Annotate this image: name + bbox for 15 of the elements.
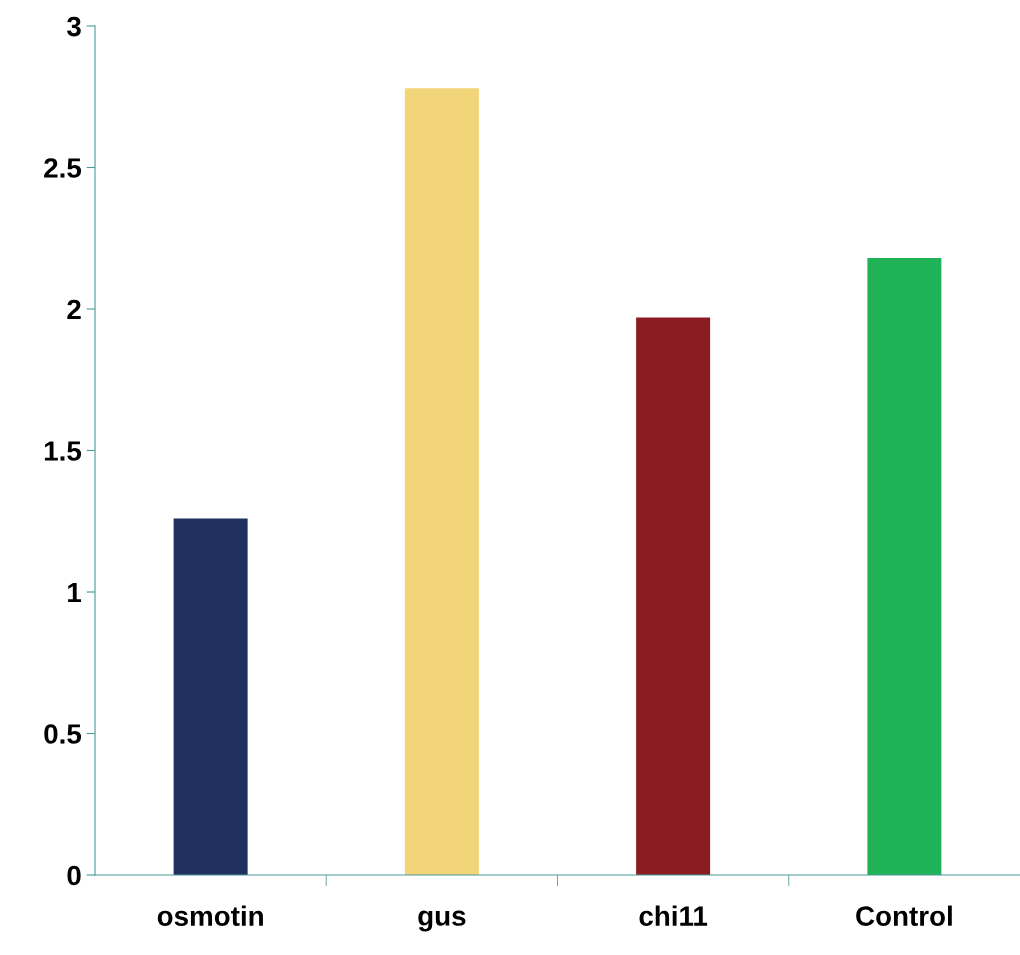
bar: [636, 317, 711, 875]
y-tick-label: 0: [67, 865, 81, 886]
bar: [867, 258, 942, 875]
x-tick-label: osmotin: [157, 905, 263, 926]
x-tick-label: Control: [856, 905, 952, 926]
x-tick-label: chi11: [639, 905, 708, 926]
y-tick-label: 1: [68, 582, 82, 603]
y-tick-label: 2: [67, 299, 81, 320]
y-tick-label: 0.5: [44, 724, 82, 744]
bar: [173, 518, 248, 875]
y-tick-label: 2.5: [44, 158, 82, 178]
y-tick-label: 1.5: [44, 441, 82, 461]
y-tick-label: 3: [67, 16, 81, 37]
bar: [404, 88, 479, 875]
x-tick-label: gus: [418, 910, 466, 932]
